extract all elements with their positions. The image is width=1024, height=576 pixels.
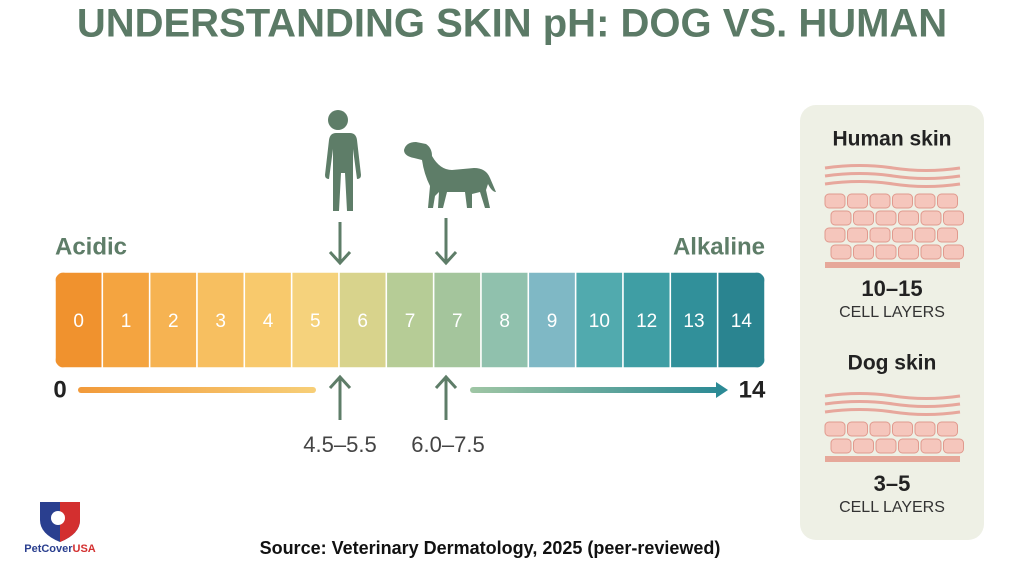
skin-cell — [875, 244, 897, 260]
ph-cell-label: 13 — [683, 311, 704, 332]
skin-cell — [914, 421, 936, 437]
skin-cell — [943, 244, 964, 260]
human-skin-illustration — [824, 164, 964, 268]
skin-cell — [937, 227, 958, 243]
ph-cell — [243, 272, 293, 368]
human-icon — [325, 110, 361, 211]
ph-cell-label: 8 — [499, 311, 510, 332]
ph-cell-label: 3 — [215, 311, 226, 332]
ph-cell — [385, 272, 435, 368]
skin-surface — [824, 164, 961, 172]
skin-cell — [830, 244, 852, 260]
logo-brand: PetCover — [24, 543, 73, 555]
ph-cell-label: 0 — [73, 311, 84, 332]
skin-surface — [824, 180, 961, 188]
ph-cell-label: 4 — [263, 311, 274, 332]
skin-cell — [853, 244, 874, 260]
skin-cell — [898, 210, 919, 226]
skin-base — [825, 262, 960, 268]
alkaline-label: Alkaline — [673, 233, 765, 260]
skin-cell — [892, 421, 913, 437]
skin-cell — [824, 193, 846, 209]
dog-icon — [404, 142, 496, 208]
skin-cell — [853, 438, 874, 454]
ph-cell-label: 1 — [121, 311, 132, 332]
skin-cell — [943, 210, 964, 226]
scale-start: 0 — [53, 376, 66, 403]
ph-cell-label: 7 — [405, 311, 416, 332]
skin-cell — [847, 193, 868, 209]
panel-title: Dog skin — [848, 352, 937, 375]
alkaline-bar — [470, 387, 720, 393]
skin-surface — [824, 400, 961, 408]
ph-cell-label: 9 — [547, 311, 558, 332]
skin-cell — [875, 210, 897, 226]
skin-cell — [875, 438, 897, 454]
skin-cell — [898, 438, 919, 454]
layer-unit: CELL LAYERS — [839, 304, 945, 321]
ph-cell — [148, 272, 198, 368]
logo-text: PetCoverUSA — [24, 543, 96, 555]
ph-cell — [196, 272, 246, 368]
layer-count: 10–15 — [861, 276, 922, 301]
human-range: 4.5–5.5 — [303, 432, 376, 457]
panel-title: Human skin — [832, 128, 951, 151]
skin-cell — [892, 193, 913, 209]
layer-unit: CELL LAYERS — [839, 499, 945, 516]
skin-cell — [898, 244, 919, 260]
dog-range: 6.0–7.5 — [411, 432, 484, 457]
layer-count: 3–5 — [874, 471, 911, 496]
skin-cell — [847, 421, 868, 437]
ph-cell-label: 10 — [589, 311, 610, 332]
dog-skin-illustration — [824, 392, 964, 462]
ph-scale: 0 1 2 3 4 5 6 7 7 8 9 10 12 13 14 — [55, 272, 765, 368]
skin-cell — [920, 244, 942, 260]
skin-surface — [824, 172, 961, 180]
ph-cell-label: 7 — [452, 311, 463, 332]
skin-cell — [914, 227, 936, 243]
ph-cell — [480, 272, 530, 368]
skin-cell — [830, 438, 852, 454]
skin-cell — [869, 227, 891, 243]
title: UNDERSTANDING SKIN pH: DOG VS. HUMAN — [77, 2, 947, 46]
source: Source: Veterinary Dermatology, 2025 (pe… — [260, 538, 721, 558]
ph-cell-label: 5 — [310, 311, 321, 332]
skin-cell — [824, 421, 846, 437]
skin-cell — [853, 210, 874, 226]
skin-surface — [824, 408, 961, 416]
logo-shield-red — [60, 502, 80, 542]
skin-cell — [847, 227, 868, 243]
skin-surface — [824, 392, 961, 400]
skin-base — [825, 456, 960, 462]
ph-cell — [432, 272, 482, 368]
ph-cell — [669, 272, 719, 368]
scale-end: 14 — [739, 376, 766, 403]
ph-cell — [574, 272, 624, 368]
ph-cell-label: 6 — [357, 311, 368, 332]
skin-cell — [937, 421, 958, 437]
ph-cell-label: 2 — [168, 311, 179, 332]
skin-cell — [943, 438, 964, 454]
skin-cell — [824, 227, 846, 243]
logo-dog — [51, 511, 65, 525]
skin-cell — [869, 421, 891, 437]
skin-cell — [920, 210, 942, 226]
acidic-label: Acidic — [55, 233, 127, 260]
ph-cell — [622, 272, 672, 368]
logo-suffix: USA — [73, 543, 96, 555]
skin-cell — [869, 193, 891, 209]
acid-bar — [78, 387, 316, 393]
skin-cell — [830, 210, 852, 226]
skin-cell — [920, 438, 942, 454]
ph-cell — [527, 272, 577, 368]
ph-cell-label: 12 — [636, 311, 657, 332]
skin-cell — [892, 227, 913, 243]
ph-cell-label: 14 — [731, 311, 753, 332]
arrow-head — [716, 382, 728, 398]
skin-cell — [914, 193, 936, 209]
skin-cell — [937, 193, 958, 209]
ph-cell — [716, 272, 765, 368]
arrows — [328, 218, 458, 420]
